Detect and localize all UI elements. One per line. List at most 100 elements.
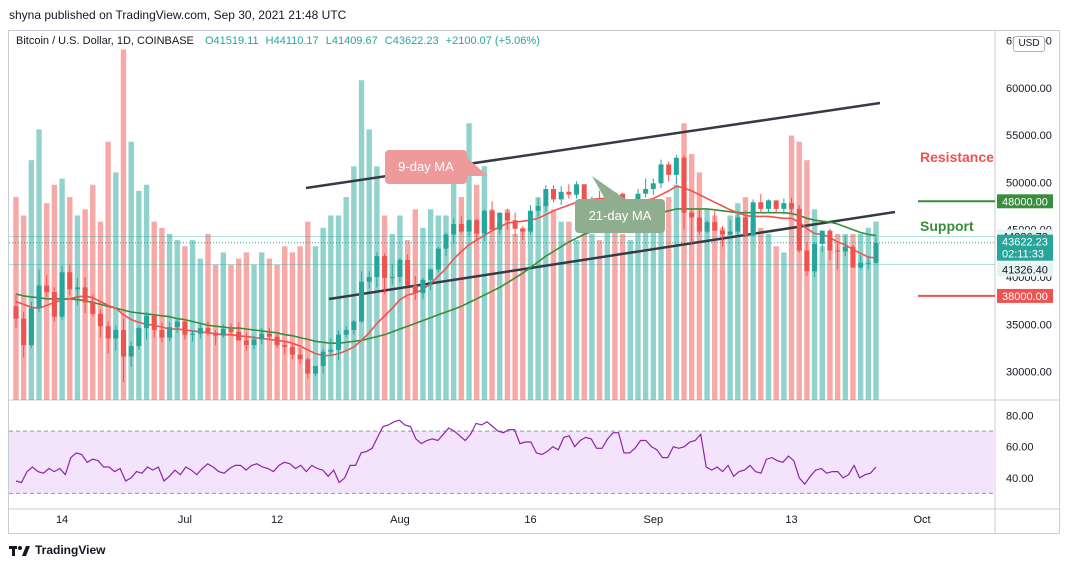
- candle: [451, 218, 457, 244]
- volume-bar: [758, 227, 764, 400]
- rsi-tick-label: 80.00: [1006, 411, 1034, 423]
- time-tick-label: 16: [524, 514, 536, 526]
- candle: [113, 325, 119, 351]
- candle: [266, 328, 272, 340]
- candle: [197, 324, 203, 339]
- candle: [305, 357, 311, 379]
- candle-body: [558, 191, 564, 200]
- moving-averages: [15, 185, 877, 357]
- candle: [704, 220, 710, 234]
- candle: [328, 338, 334, 355]
- volume-bar: [512, 233, 518, 400]
- candle-body: [719, 230, 725, 235]
- candle-body: [481, 210, 487, 234]
- candle-body: [789, 203, 795, 209]
- candle: [351, 319, 357, 335]
- candle: [543, 185, 549, 212]
- annotations: 9-day MA 21-day MA Resistance Support: [385, 149, 994, 234]
- candle: [497, 212, 503, 235]
- volume-bar: [136, 190, 142, 400]
- candle-body: [366, 277, 372, 282]
- candle: [773, 200, 779, 213]
- volume-bars: [13, 49, 879, 401]
- candle-body: [781, 203, 787, 209]
- tradingview-logo: TradingView: [9, 543, 105, 557]
- ma21-line: [15, 208, 877, 345]
- candle-body: [374, 256, 380, 277]
- candle: [159, 322, 165, 343]
- candle-body: [735, 217, 741, 232]
- volume-bar: [351, 166, 357, 400]
- price-label: 48000.00: [1002, 196, 1048, 208]
- candle-body: [466, 220, 472, 232]
- volume-bar: [450, 178, 457, 400]
- candle-body: [551, 189, 556, 200]
- volume-bar: [328, 215, 334, 400]
- publisher-line: shyna published on TradingView.com, Sep …: [9, 8, 347, 22]
- candle-body: [796, 208, 802, 251]
- candle-body: [136, 328, 142, 347]
- volume-bar: [366, 129, 372, 400]
- candle: [312, 365, 318, 377]
- candle-body: [182, 321, 188, 335]
- volume-bar: [251, 264, 257, 400]
- candle-body: [543, 189, 549, 207]
- candle-body: [389, 277, 395, 278]
- candle: [873, 238, 879, 264]
- candle-body: [51, 292, 57, 317]
- candle-body: [74, 287, 80, 290]
- candle-body: [97, 313, 103, 327]
- candle: [443, 232, 449, 257]
- candle-body: [504, 212, 510, 221]
- candle-body: [435, 248, 441, 270]
- candle-body: [497, 212, 503, 230]
- candle: [428, 268, 434, 291]
- candle: [136, 326, 142, 350]
- candle: [551, 185, 556, 203]
- legend-high: H44110.17: [265, 35, 319, 47]
- candle: [758, 193, 764, 213]
- candle-body: [451, 224, 457, 235]
- volume-bar: [811, 209, 818, 400]
- candle-body: [220, 329, 226, 336]
- volume-bar: [113, 172, 119, 400]
- volume-bar: [827, 240, 833, 400]
- volume-bar: [604, 215, 610, 400]
- candle-body: [827, 230, 833, 251]
- currency-badge[interactable]: USD: [1013, 36, 1045, 52]
- volume-bar: [788, 135, 795, 401]
- volume-bar: [74, 215, 81, 400]
- candle: [658, 159, 664, 189]
- candle-body: [412, 285, 418, 294]
- price-label-countdown: 02:11:33: [1002, 249, 1044, 261]
- candle-body: [259, 333, 265, 340]
- symbol-legend[interactable]: Bitcoin / U.S. Dollar, 1D, COINBASE O415…: [16, 35, 540, 47]
- candle-body: [351, 321, 357, 330]
- candle-body: [842, 246, 848, 252]
- ma9-callout-label: 9-day MA: [398, 159, 454, 174]
- volume-bar: [834, 233, 841, 400]
- candle: [389, 263, 395, 285]
- volume-bar: [566, 221, 572, 400]
- volume-bar: [474, 184, 480, 400]
- candle-body: [36, 285, 42, 309]
- price-label: 41326.40: [1002, 264, 1048, 276]
- volume-bar: [842, 233, 848, 400]
- volume-bar: [343, 197, 349, 400]
- volume-bar: [781, 252, 787, 400]
- volume-bar: [550, 209, 557, 400]
- price-tick-label: 30000.00: [1006, 367, 1052, 379]
- volume-bar: [205, 233, 211, 400]
- candle: [750, 199, 756, 237]
- candle-body: [835, 250, 841, 252]
- candle-body: [228, 329, 234, 332]
- volume-bar: [282, 246, 288, 400]
- volume-bar: [581, 197, 587, 400]
- candle-body: [727, 231, 733, 235]
- price-label: 38000.00: [1002, 291, 1048, 303]
- candle-body: [742, 217, 748, 236]
- candle-body: [266, 333, 272, 337]
- volume-bar: [727, 215, 733, 400]
- candle: [489, 201, 495, 230]
